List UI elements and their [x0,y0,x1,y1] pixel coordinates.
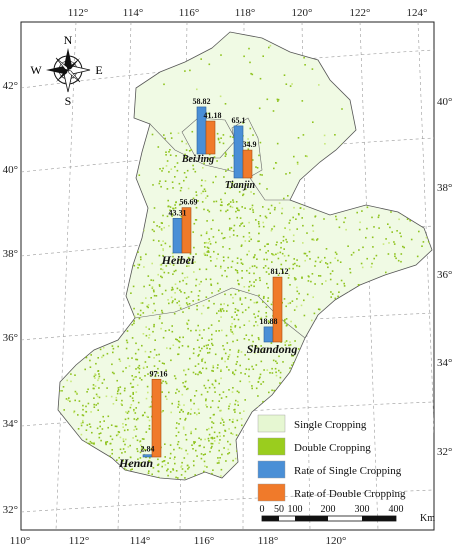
right-lat-label: 36° [437,269,452,281]
region-name: Henan [118,456,153,470]
left-lat-label: 34° [3,418,18,430]
legend-label: Rate of Single Cropping [294,465,402,477]
single-rate-label: 65.1 [232,116,246,125]
double-rate-bar [181,207,192,254]
legend-swatch [257,414,286,433]
scale-label: 300 [355,504,370,515]
legend-label: Rate of Double Cropping [294,488,406,500]
single-rate-bar [263,326,274,343]
bottom-lon-label: 116° [194,535,215,547]
legend-swatch [257,460,286,479]
single-rate-bar [233,125,244,179]
legend-swatch [257,437,286,456]
single-rate-label: 2.84 [141,445,155,454]
top-lon-label: 114° [123,7,144,19]
legend-label: Double Cropping [294,442,371,454]
region-bars-shandong: 18.88 81.12 Shandong [247,267,298,356]
legend: Single Cropping Double Cropping Rate of Si… [257,414,406,502]
scale-label: 100 [288,504,303,515]
compass-w: W [30,63,42,77]
region-name: BeiJing [181,154,214,165]
legend-item: Rate of Single Cropping [257,460,402,479]
double-rate-label: 97.16 [150,369,168,378]
scale-label: 200 [321,504,336,515]
double-rate-label: 41.18 [204,111,222,120]
scale-segment [362,516,396,521]
left-lat-label: 32° [3,504,18,516]
double-rate-label: 56.69 [180,198,198,207]
single-rate-label: 43.31 [169,208,187,217]
bottom-lon-label: 120° [326,535,347,547]
single-rate-label: 18.88 [260,317,278,326]
double-rate-bar [272,276,283,343]
region-bars-henan: 2.84 97.16 Henan [118,369,168,470]
top-lon-label: 112° [68,7,89,19]
region-name: Shandong [247,342,298,356]
bottom-lon-label: 110° [10,535,31,547]
right-lat-label: 34° [437,357,452,369]
scale-label: 400 [389,504,404,515]
bottom-lon-label: 114° [130,535,151,547]
double-rate-bar [205,120,216,155]
scale-segment [295,516,328,521]
left-lat-label: 42° [3,80,18,92]
study-region [57,31,433,481]
single-rate-bar [172,218,183,254]
scale-bar: 0 50 100 200 300 400 Km [260,504,436,524]
legend-label: Single Cropping [294,419,367,431]
right-lat-label: 32° [437,446,452,458]
double-rate-bar [242,149,253,179]
region-name: Tianjin [225,180,256,191]
top-lon-label: 116° [179,7,200,19]
right-lat-label: 38° [437,182,452,194]
top-lon-label: 122° [350,7,371,19]
compass-rose-icon: N S E W [30,33,102,108]
region-name: Heibei [161,253,195,267]
coordinate-labels: 112° 114° 116° 118° 120° 122° 124° 110° 112° 114°… [3,7,453,547]
region-bars-tianjin: 65.1 34.9 Tianjin [225,116,257,191]
left-lat-label: 36° [3,332,18,344]
right-lat-label: 40° [437,96,452,108]
legend-swatch [257,483,286,502]
scale-segment [262,516,279,521]
compass-s: S [65,94,72,108]
compass-e: E [95,63,102,77]
double-rate-label: 81.12 [271,267,289,276]
cropping-rate-bars: 58.82 41.18 BeiJing 65.1 34.9 Tianjin 43.3156.… [118,97,297,470]
left-lat-label: 40° [3,164,18,176]
compass-n: N [64,33,73,47]
bottom-lon-label: 112° [69,535,90,547]
single-rate-label: 58.82 [193,97,211,106]
top-lon-label: 124° [407,7,428,19]
double-rate-bar [151,378,162,458]
top-lon-label: 120° [292,7,313,19]
top-lon-label: 118° [235,7,256,19]
scale-label: 50 [274,504,284,515]
bottom-lon-label: 118° [258,535,279,547]
scale-unit: Km [420,513,435,524]
double-rate-label: 34.9 [243,140,257,149]
left-lat-label: 38° [3,248,18,260]
legend-item: Single Cropping [257,414,367,433]
scale-label: 0 [260,504,265,515]
region-bars-beijing: 58.82 41.18 BeiJing [181,97,222,165]
legend-item: Double Cropping [257,437,371,456]
legend-item: Rate of Double Cropping [257,483,406,502]
